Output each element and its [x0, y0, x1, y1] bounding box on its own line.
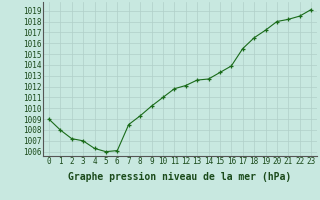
X-axis label: Graphe pression niveau de la mer (hPa): Graphe pression niveau de la mer (hPa) [68, 172, 292, 182]
